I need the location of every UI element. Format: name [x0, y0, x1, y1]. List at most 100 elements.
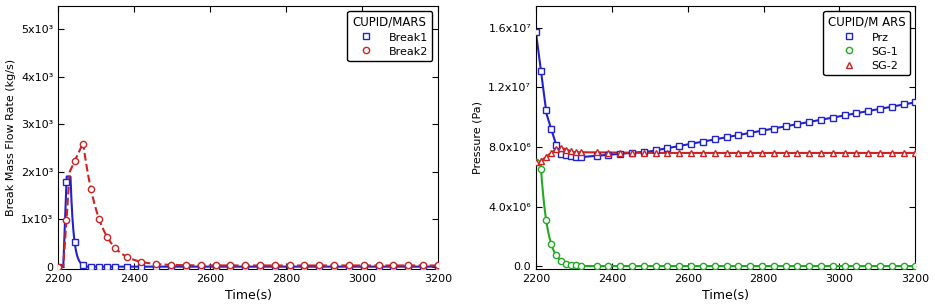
Break1 [69, 240, 80, 244]
Break1 [77, 263, 88, 267]
SG-1 [561, 262, 572, 265]
SG-2 [566, 149, 577, 153]
Break2 [94, 217, 105, 221]
Break2 [195, 264, 207, 267]
Break2 [388, 264, 399, 267]
Break1 [254, 265, 266, 269]
SG-1 [815, 264, 827, 268]
Line: Prz: Prz [533, 29, 918, 160]
Break1 [284, 265, 295, 269]
Break1 [94, 265, 105, 269]
Prz [851, 111, 862, 115]
SG-2 [545, 151, 556, 155]
SG-1 [662, 264, 673, 268]
SG-2 [555, 146, 567, 150]
SG-2 [769, 151, 780, 155]
SG-2 [650, 151, 661, 155]
Prz [756, 129, 768, 132]
Line: SG-2: SG-2 [533, 145, 918, 165]
Prz [910, 100, 921, 104]
Prz [639, 150, 650, 154]
Line: Break1: Break1 [55, 179, 441, 270]
SG-1 [685, 264, 697, 268]
SG-1 [555, 259, 567, 263]
SG-1 [709, 264, 720, 268]
Prz [874, 107, 885, 111]
Break1 [417, 265, 428, 269]
Prz [780, 124, 791, 128]
SG-1 [756, 264, 768, 268]
SG-1 [792, 264, 803, 268]
Break1 [109, 265, 121, 269]
SG-2 [674, 151, 685, 155]
Break2 [102, 235, 113, 239]
Break1 [343, 265, 354, 269]
Break2 [299, 264, 310, 267]
Prz [886, 105, 898, 108]
Break1 [85, 265, 96, 269]
Y-axis label: Pressure (Pa): Pressure (Pa) [473, 101, 482, 174]
Prz [803, 120, 814, 124]
Break1 [61, 180, 72, 184]
Prz [650, 148, 661, 152]
Break2 [373, 264, 384, 267]
Legend: Prz, SG-1, SG-2: Prz, SG-1, SG-2 [824, 11, 910, 75]
Break2 [239, 264, 251, 267]
X-axis label: Time(s): Time(s) [702, 290, 749, 302]
Prz [733, 133, 744, 137]
SG-2 [561, 148, 572, 152]
SG-2 [780, 151, 791, 155]
Break2 [210, 264, 222, 267]
Prz [626, 151, 638, 155]
Prz [744, 131, 755, 135]
Prz [551, 143, 562, 147]
SG-2 [698, 151, 709, 155]
SG-1 [603, 264, 614, 268]
Prz [685, 142, 697, 146]
SG-2 [576, 150, 587, 154]
SG-2 [591, 151, 602, 154]
Line: Break2: Break2 [55, 141, 441, 270]
Break1 [432, 265, 443, 269]
SG-2 [530, 160, 541, 164]
SG-1 [827, 264, 839, 268]
SG-1 [540, 218, 552, 221]
SG-1 [839, 264, 850, 268]
Break1 [136, 265, 147, 269]
Prz [530, 30, 541, 34]
Break2 [432, 264, 443, 267]
SG-2 [540, 155, 552, 159]
Prz [827, 116, 839, 120]
SG-1 [863, 264, 874, 268]
SG-1 [650, 264, 661, 268]
SG-2 [551, 147, 562, 151]
Break1 [313, 265, 324, 269]
Prz [815, 118, 827, 122]
Break2 [136, 260, 147, 264]
SG-1 [674, 264, 685, 268]
SG-1 [566, 263, 577, 267]
Break1 [102, 265, 113, 269]
Break1 [180, 265, 192, 269]
SG-1 [626, 264, 638, 268]
Break1 [165, 265, 177, 269]
Break1 [195, 265, 207, 269]
SG-1 [803, 264, 814, 268]
SG-2 [839, 151, 850, 155]
SG-2 [733, 151, 744, 155]
SG-2 [662, 151, 673, 155]
Break2 [224, 264, 236, 267]
Break1 [210, 265, 222, 269]
SG-2 [910, 151, 921, 155]
SG-1 [851, 264, 862, 268]
SG-2 [626, 151, 638, 155]
SG-2 [603, 151, 614, 154]
SG-2 [685, 151, 697, 155]
Break2 [254, 264, 266, 267]
SG-1 [545, 242, 556, 245]
Break1 [403, 265, 414, 269]
SG-2 [721, 151, 732, 155]
Prz [839, 114, 850, 117]
Break1 [121, 265, 132, 269]
SG-1 [536, 167, 547, 171]
